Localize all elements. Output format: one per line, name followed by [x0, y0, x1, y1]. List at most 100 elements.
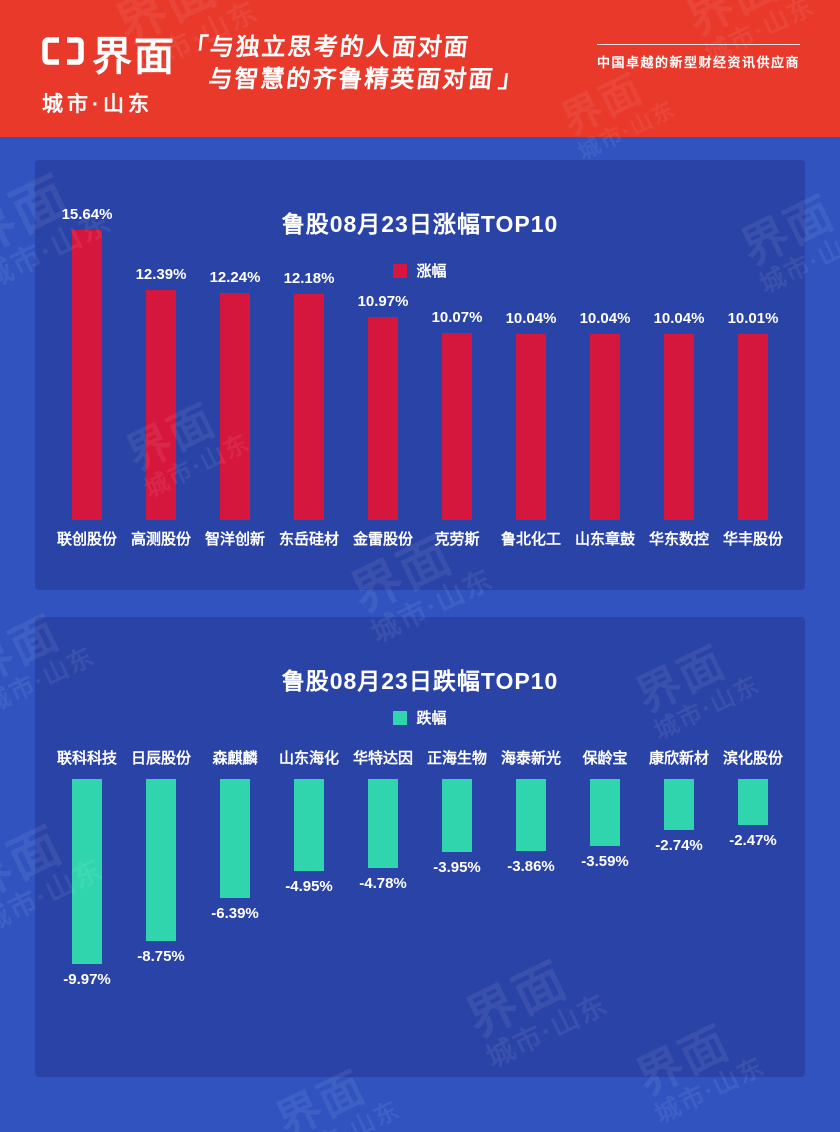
bars-area-gainers: 15.64% 12.39% 12.24% 12.18% 10.97% 10.07% 10.0… [50, 190, 790, 520]
bar [664, 779, 694, 830]
bar-value-label: 12.24% [209, 269, 261, 286]
slogan-line-1: 「与独立思考的人面对面 [182, 34, 472, 61]
category-label: 鲁北化工 [500, 531, 561, 548]
bar-value-label: -3.59% [581, 853, 629, 870]
bar-value-label: 10.07% [431, 309, 483, 326]
bar [590, 334, 620, 520]
category-label: 华丰股份 [722, 531, 783, 548]
bar-column: 10.04% [642, 190, 716, 520]
chart-card-gainers: 鲁股08月23日涨幅TOP10 涨幅 15.64% 12.39% 12.24% 12.… [35, 160, 805, 590]
bars-area-losers: -9.97% -8.75% -6.39% -4.95% -4.78% -3.95% -3.8… [50, 779, 790, 1039]
bar [368, 779, 398, 868]
bar-value-label: -9.97% [63, 971, 111, 988]
jiemian-logo: 界面 城市·山东 [42, 24, 176, 118]
bar-column: -4.95% [272, 779, 346, 1039]
legend-swatch-down [393, 710, 408, 725]
category-label: 山东海化 [278, 750, 339, 767]
bar-value-label: -8.75% [137, 948, 185, 965]
category-label: 华特达因 [352, 750, 413, 767]
bar-column: -8.75% [124, 779, 198, 1039]
category-label: 高测股份 [130, 531, 191, 548]
bar-value-label: -3.95% [433, 859, 481, 876]
bar [516, 779, 546, 851]
jiemian-logo-icon [42, 36, 84, 70]
bar [738, 334, 768, 520]
bar-column: 12.18% [272, 190, 346, 520]
logo-subtitle: 城市·山东 [42, 93, 153, 116]
bar-value-label: 10.04% [505, 310, 557, 327]
bar-column: -2.47% [716, 779, 790, 1039]
bar-value-label: 12.39% [135, 266, 187, 283]
category-label: 保龄宝 [582, 750, 628, 767]
bar [442, 779, 472, 852]
bar [72, 230, 102, 520]
legend-swatch-up [393, 263, 408, 278]
bar-column: 10.01% [716, 190, 790, 520]
bar-column: -4.78% [346, 779, 420, 1039]
bar [220, 779, 250, 898]
category-label: 康欣新材 [648, 750, 709, 767]
bar-value-label: -6.39% [211, 905, 259, 922]
category-row-losers: 联科科技 日辰股份 森麒麟 山东海化 华特达因 正海生物 海泰新光 保龄宝 康欣新材 滨化股份 [50, 747, 790, 768]
bar [220, 293, 250, 520]
bar-value-label: -3.86% [507, 858, 555, 875]
bar-column: -3.95% [420, 779, 494, 1039]
bar [72, 779, 102, 964]
bar-column: 12.24% [198, 190, 272, 520]
bar-column: -3.86% [494, 779, 568, 1039]
legend-label-up: 涨幅 [416, 263, 447, 280]
bar-column: -9.97% [50, 779, 124, 1039]
chart-title-losers: 鲁股08月23日跌幅TOP10 [281, 668, 559, 694]
bar-column: 10.04% [568, 190, 642, 520]
bar-value-label: 10.01% [727, 310, 779, 327]
category-label: 森麒麟 [212, 750, 258, 767]
bar [146, 290, 176, 520]
category-label: 日辰股份 [130, 750, 191, 767]
category-label: 克劳斯 [434, 531, 480, 548]
bar-value-label: -2.47% [729, 832, 777, 849]
category-label: 智洋创新 [204, 531, 265, 548]
chart-title-gainers: 鲁股08月23日涨幅TOP10 [281, 211, 559, 237]
logo-text: 界面 [92, 35, 176, 79]
bar-value-label: 10.04% [579, 310, 631, 327]
bar [294, 294, 324, 520]
bar [590, 779, 620, 846]
bar-column: 12.39% [124, 190, 198, 520]
bar [146, 779, 176, 941]
bar-column: 10.04% [494, 190, 568, 520]
bar-value-label: 15.64% [61, 206, 113, 223]
header-tagline: 中国卓越的新型财经资讯供应商 [596, 44, 800, 71]
legend-losers: 跌幅 [35, 707, 805, 728]
bar-value-label: -2.74% [655, 837, 703, 854]
bar [368, 317, 398, 520]
category-label: 正海生物 [426, 750, 487, 767]
bar [294, 779, 324, 871]
category-label: 山东章鼓 [574, 531, 635, 548]
category-label: 滨化股份 [722, 750, 783, 767]
bar [516, 334, 546, 520]
bar-column: 15.64% [50, 190, 124, 520]
legend-gainers: 涨幅 [35, 260, 805, 281]
header-slogan: 「与独立思考的人面对面 与智慧的齐鲁精英面对面」 [179, 32, 530, 96]
bar-column: -6.39% [198, 779, 272, 1039]
header: 界面 城市·山东 「与独立思考的人面对面 与智慧的齐鲁精英面对面」 中国卓越的新… [0, 0, 840, 137]
bar-column: -2.74% [642, 779, 716, 1039]
bar-value-label: 10.97% [357, 293, 409, 310]
category-label: 华东数控 [648, 531, 709, 548]
bar [442, 333, 472, 520]
bar-value-label: 12.18% [283, 270, 335, 287]
bar-column: 10.07% [420, 190, 494, 520]
category-label: 联创股份 [56, 531, 117, 548]
bar [664, 334, 694, 520]
bar-column: 10.97% [346, 190, 420, 520]
bar-value-label: -4.95% [285, 878, 333, 895]
bar [738, 779, 768, 825]
category-label: 海泰新光 [500, 750, 561, 767]
category-label: 联科科技 [56, 750, 117, 767]
category-row-gainers: 联创股份 高测股份 智洋创新 东岳硅材 金雷股份 克劳斯 鲁北化工 山东章鼓 华东数控 华丰股份 [50, 528, 790, 549]
bar-value-label: 10.04% [653, 310, 705, 327]
chart-card-losers: 鲁股08月23日跌幅TOP10 跌幅 联科科技 日辰股份 森麒麟 山东海化 华特达因 正海… [35, 617, 805, 1077]
bar-value-label: -4.78% [359, 875, 407, 892]
bar-column: -3.59% [568, 779, 642, 1039]
